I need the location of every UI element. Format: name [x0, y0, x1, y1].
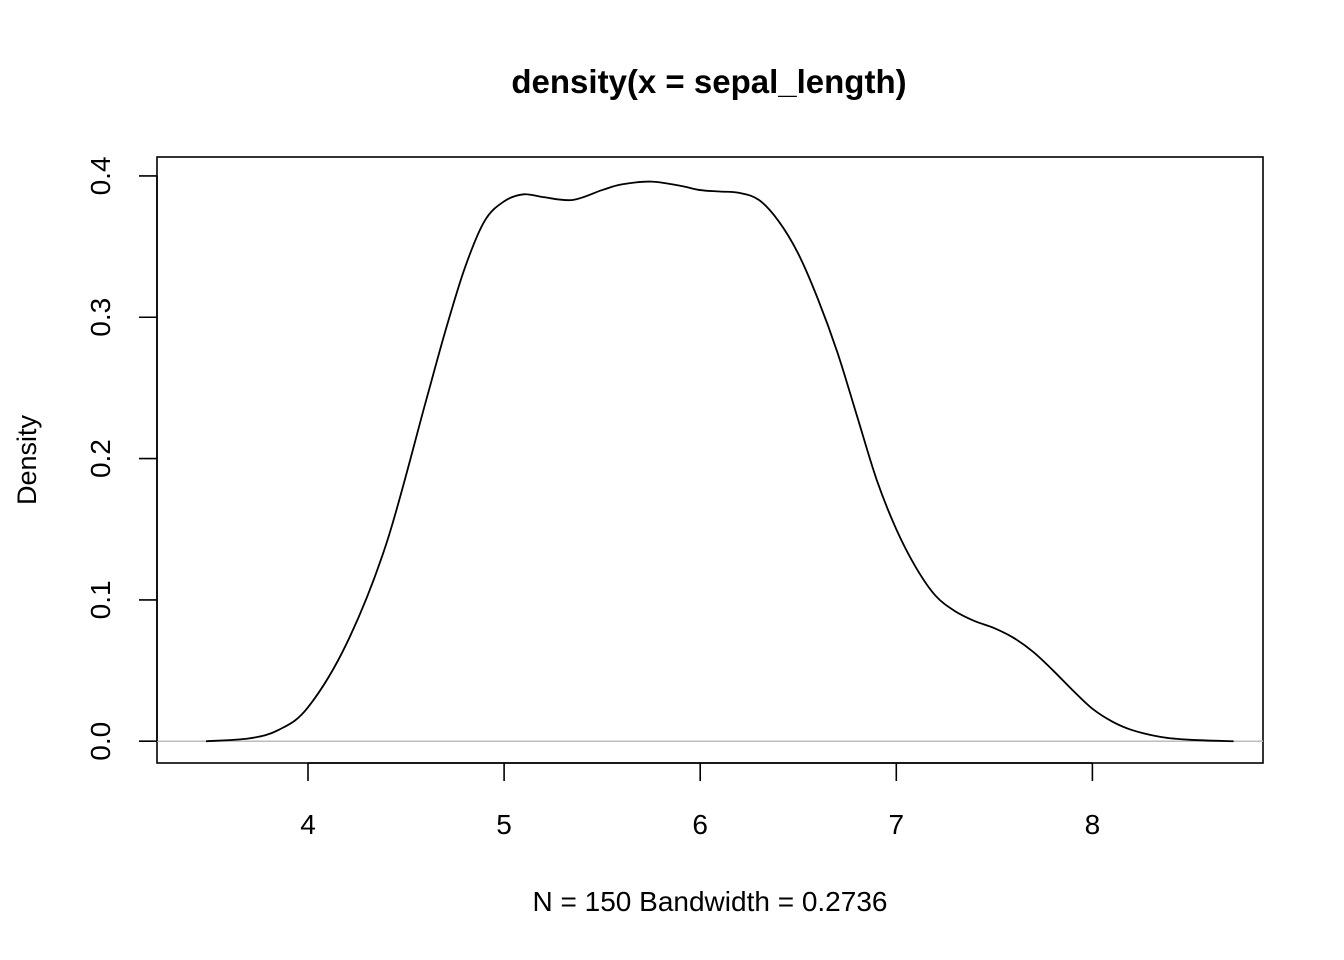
y-tick-label: 0.1 — [85, 580, 116, 619]
x-tick-label: 7 — [889, 809, 905, 840]
x-axis: 4 5 6 7 8 — [300, 762, 1101, 840]
y-tick-label: 0.2 — [85, 439, 116, 478]
x-tick-label: 5 — [496, 809, 512, 840]
y-tick-label: 0.3 — [85, 298, 116, 337]
x-axis-label: N = 150 Bandwidth = 0.2736 — [533, 886, 888, 917]
plot-frame — [156, 156, 1264, 764]
y-axis-label: Density — [12, 414, 42, 505]
chart-title: density(x = sepal_length) — [511, 63, 906, 100]
x-tick-label: 4 — [300, 809, 316, 840]
y-tick-label: 0.0 — [85, 722, 116, 761]
x-tick-label: 6 — [692, 809, 708, 840]
y-axis: 0.0 0.1 0.2 0.3 0.4 — [85, 156, 158, 761]
x-tick-label: 8 — [1085, 809, 1101, 840]
density-curve — [205, 180, 1234, 743]
y-tick-label: 0.4 — [85, 156, 116, 195]
